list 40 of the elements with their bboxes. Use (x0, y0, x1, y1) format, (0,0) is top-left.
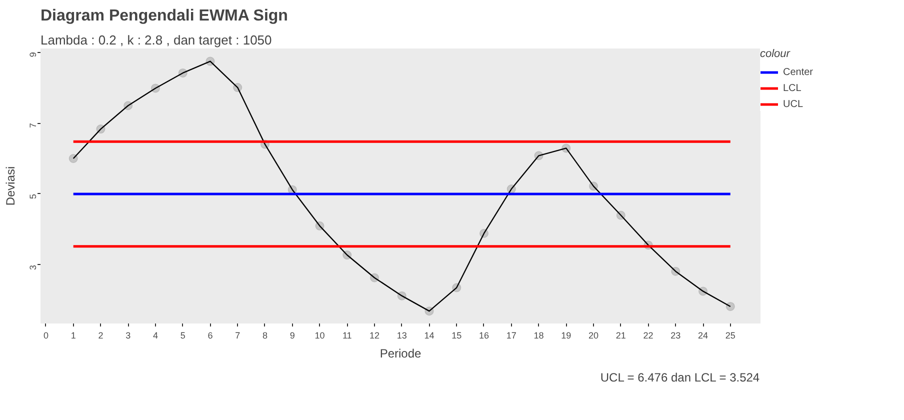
x-tick-label: 21 (616, 330, 626, 340)
y-tick-label: 9 (28, 52, 38, 58)
x-tick-label: 15 (452, 330, 462, 340)
legend-label: Center (783, 66, 814, 79)
x-tick-label: 6 (208, 330, 213, 340)
x-tick-label: 11 (342, 330, 352, 340)
point (726, 302, 735, 311)
y-tick-label: 7 (28, 123, 38, 128)
x-tick-label: 9 (290, 330, 295, 340)
x-tick-label: 20 (588, 330, 599, 340)
x-tick-label: 25 (725, 330, 736, 340)
chart-title: Diagram Pengendali EWMA Sign (40, 8, 288, 24)
x-tick-label: 3 (126, 330, 131, 340)
y-tick-label: 5 (28, 194, 38, 199)
x-tick-label: 24 (698, 330, 708, 340)
legend-label: UCL (783, 98, 804, 111)
x-tick-label: 14 (424, 330, 434, 340)
x-tick-label: 12 (369, 330, 380, 340)
x-tick-label: 5 (180, 330, 186, 340)
x-tick-label: 8 (262, 330, 268, 340)
x-tick-label: 23 (670, 330, 681, 340)
x-axis-title: Periode (380, 346, 422, 360)
x-tick-label: 4 (152, 330, 158, 340)
x-tick-label: 17 (506, 330, 516, 340)
legend-label: LCL (783, 82, 802, 95)
x-tick-label: 22 (643, 330, 654, 340)
y-tick-label: 3 (28, 264, 38, 270)
x-tick-label: 7 (235, 330, 240, 340)
x-tick-label: 0 (43, 330, 48, 340)
text: UCL = 6.476 dan LCL = 3.524 (600, 370, 760, 384)
x-tick-label: 1 (70, 330, 76, 340)
chart-subtitle: Lambda : 0.2 , k : 2.8 , dan target : 1050 (40, 32, 272, 48)
x-tick-label: 16 (478, 330, 490, 340)
x-tick-label: 19 (561, 330, 572, 340)
x-tick-label: 10 (314, 330, 325, 340)
x-tick-label: 2 (98, 330, 104, 340)
legend-title: colour (760, 48, 792, 60)
y-axis-title: Deviasi (4, 166, 18, 206)
x-tick-label: 13 (396, 330, 407, 340)
x-tick-label: 18 (534, 330, 544, 340)
